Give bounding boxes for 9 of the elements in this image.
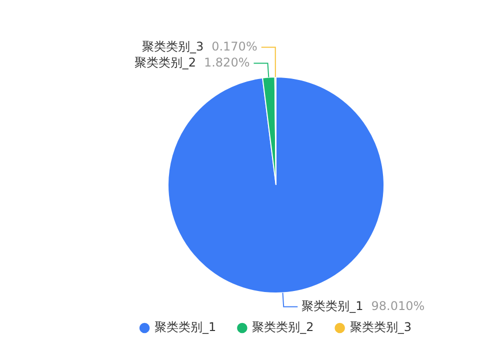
slice-label: 聚类类别_1 — [302, 298, 364, 313]
slice-label: 聚类类别_2 — [134, 55, 196, 70]
slice-label: 聚类类别_3 — [142, 39, 204, 54]
legend-label: 聚类类别_3 — [350, 320, 412, 334]
data-label: 0.170% — [212, 39, 258, 54]
data-label: 1.820% — [204, 55, 250, 70]
legend-label: 聚类类别_2 — [252, 320, 314, 334]
data-label: 98.010% — [371, 298, 425, 313]
legend-label: 聚类类别_1 — [154, 320, 216, 334]
